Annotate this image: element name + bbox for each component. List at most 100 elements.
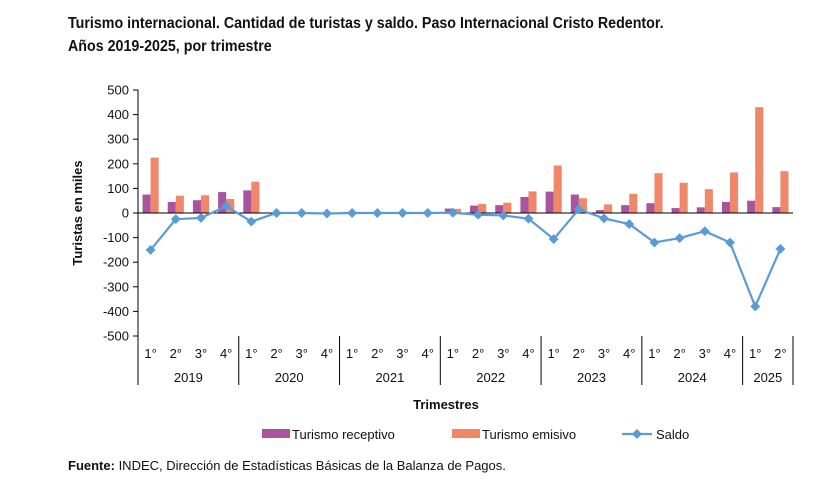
quarter-label: 4° (421, 346, 433, 361)
bar-receptivo (747, 200, 756, 213)
y-tick-label: 400 (107, 107, 129, 122)
quarter-label: 2° (774, 346, 786, 361)
bar-emisivo (452, 208, 461, 213)
year-label: 2022 (476, 370, 505, 385)
y-tick-label: 0 (122, 206, 129, 221)
bar-receptivo (520, 197, 529, 213)
saldo-point (145, 244, 156, 255)
bar-receptivo (545, 191, 554, 213)
quarter-label: 3° (598, 346, 610, 361)
saldo-point (296, 208, 307, 218)
saldo-point (775, 243, 786, 254)
bar-emisivo (251, 181, 260, 213)
bar-receptivo (142, 194, 151, 213)
y-tick-label: -100 (103, 230, 129, 245)
saldo-point (624, 219, 635, 230)
saldo-point (725, 237, 735, 248)
y-tick-label: 500 (107, 83, 129, 98)
bar-emisivo (553, 165, 562, 213)
bar-emisivo (478, 203, 487, 213)
saldo-line (149, 204, 782, 310)
quarter-label: 3° (195, 346, 207, 361)
bar-emisivo (755, 107, 764, 213)
saldo-point (699, 226, 710, 237)
quarter-label: 1° (144, 346, 156, 361)
legend-swatch (452, 429, 480, 438)
legend-label: Turismo emisivo (482, 427, 576, 442)
bar-emisivo (704, 189, 713, 213)
saldo-point (347, 208, 358, 218)
y-tick-label: 200 (107, 156, 129, 171)
quarter-label: 3° (699, 346, 711, 361)
bar-receptivo (192, 200, 201, 213)
quarter-label: 2° (673, 346, 685, 361)
bar-receptivo (621, 205, 630, 213)
quarter-label: 4° (724, 346, 736, 361)
bar-receptivo (470, 205, 479, 213)
saldo-point (246, 216, 257, 227)
saldo-point (473, 209, 484, 220)
bar-receptivo (167, 201, 176, 213)
quarter-label: 1° (547, 346, 559, 361)
bar-emisivo (730, 172, 739, 213)
bar-receptivo (218, 192, 227, 213)
quarter-label: 1° (447, 346, 459, 361)
quarter-label: 1° (346, 346, 358, 361)
bar-emisivo (528, 191, 537, 213)
bar-emisivo (629, 193, 638, 213)
quarter-label: 4° (623, 346, 635, 361)
quarter-label: 2° (472, 346, 484, 361)
saldo-point (447, 207, 458, 218)
quarter-label: 2° (170, 346, 182, 361)
bar-receptivo (646, 203, 655, 213)
saldo-point (750, 301, 761, 312)
saldo-point (397, 208, 408, 218)
bar-emisivo (780, 171, 789, 213)
saldo-point (548, 234, 559, 245)
bar-emisivo (578, 198, 587, 213)
saldo-point (196, 212, 206, 223)
quarter-label: 4° (321, 346, 333, 361)
legend-label: Turismo receptivo (292, 427, 395, 442)
bar-receptivo (243, 190, 252, 213)
bar-emisivo (679, 182, 688, 213)
y-tick-label: -300 (103, 279, 129, 294)
y-tick-label: -200 (103, 255, 129, 270)
quarter-label: 2° (371, 346, 383, 361)
bar-receptivo (495, 205, 504, 213)
saldo-point (573, 204, 584, 215)
quarter-label: 4° (522, 346, 534, 361)
quarter-label: 1° (648, 346, 660, 361)
title-line-2: Años 2019-2025, por trimestre (68, 38, 272, 55)
saldo-point (498, 210, 509, 221)
title-line-1: Turismo internacional. Cantidad de turis… (68, 15, 664, 32)
quarter-label: 3° (497, 346, 509, 361)
year-label: 2020 (275, 370, 304, 385)
chart-title: Turismo internacional. Cantidad de turis… (68, 12, 664, 58)
bar-emisivo (175, 195, 184, 213)
bar-emisivo (150, 157, 159, 213)
legend-swatch (262, 429, 290, 438)
y-tick-label: 300 (107, 132, 129, 147)
legend-marker (632, 429, 642, 439)
y-tick-label: 100 (107, 181, 129, 196)
quarter-label: 2° (270, 346, 282, 361)
bar-receptivo (595, 210, 605, 213)
saldo-point (649, 237, 660, 248)
year-label: 2025 (753, 370, 782, 385)
source-label: Fuente: (68, 458, 115, 473)
saldo-point (674, 233, 685, 244)
source-note: Fuente: INDEC, Dirección de Estadísticas… (68, 458, 506, 473)
saldo-point (170, 214, 181, 225)
saldo-point (321, 208, 332, 219)
source-text: INDEC, Dirección de Estadísticas Básicas… (114, 458, 506, 473)
saldo-point (271, 208, 282, 218)
quarter-label: 3° (296, 346, 308, 361)
quarter-label: 1° (245, 346, 257, 361)
year-label: 2024 (678, 370, 707, 385)
y-tick-label: -500 (103, 329, 129, 344)
y-tick-label: -400 (103, 304, 129, 319)
bar-emisivo (503, 202, 512, 213)
bar-receptivo (696, 207, 705, 213)
